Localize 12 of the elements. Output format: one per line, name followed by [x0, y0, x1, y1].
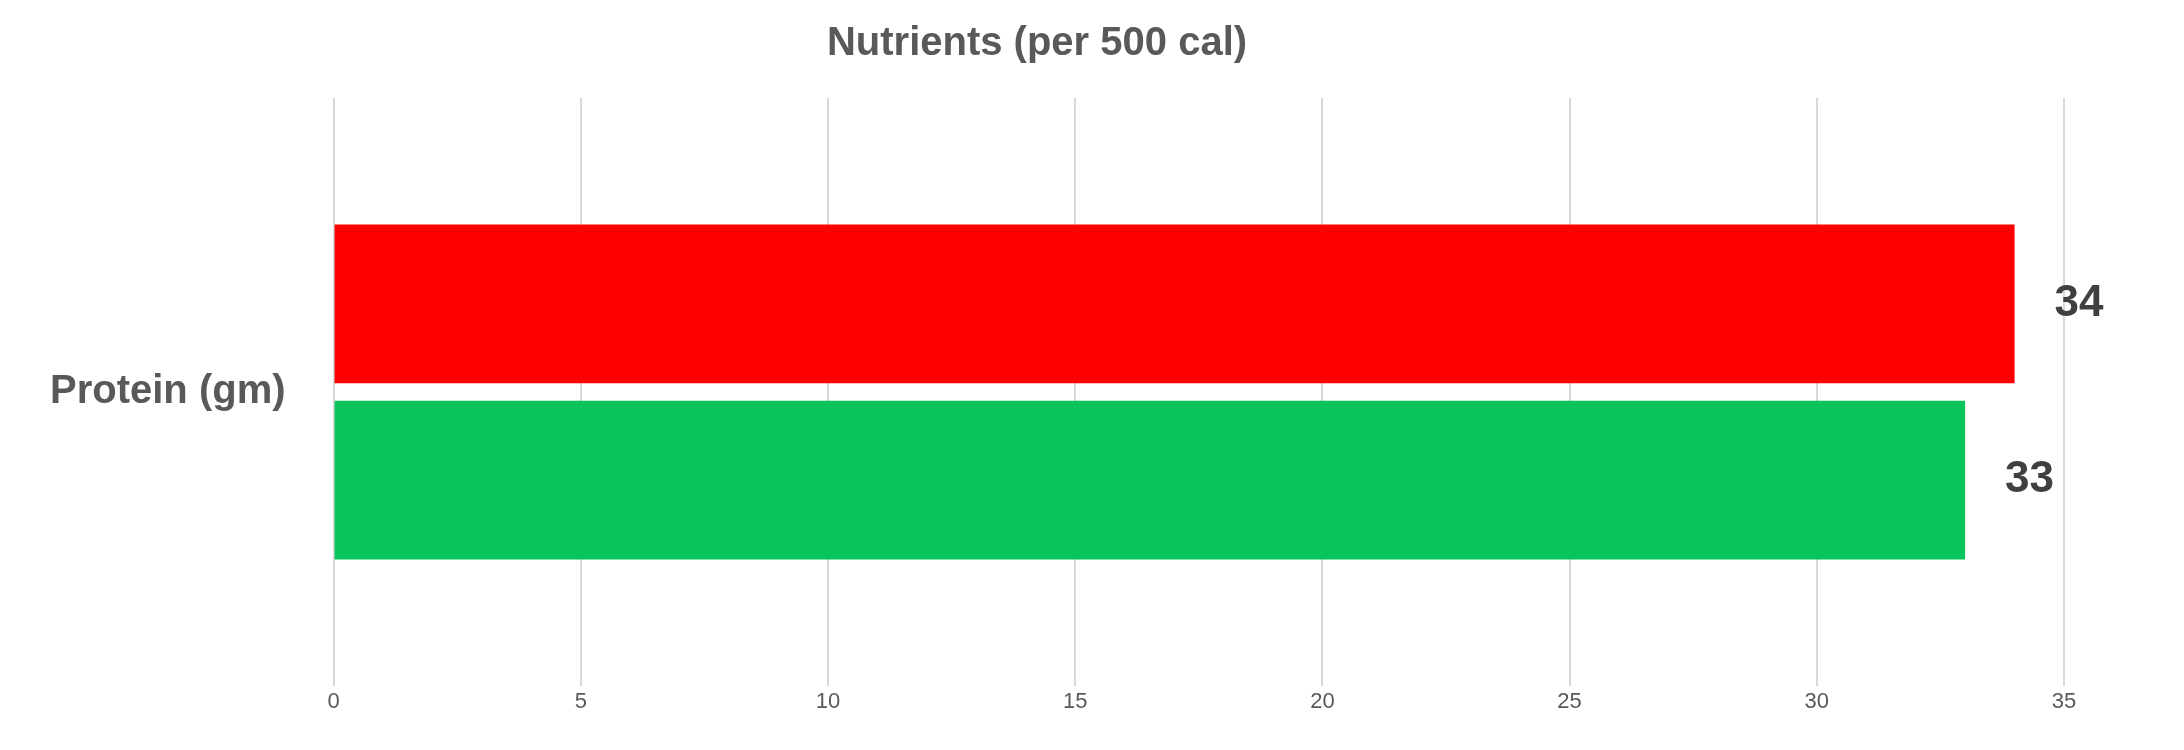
x-tick-label: 25 — [1557, 688, 1582, 714]
x-tick-label: 10 — [815, 688, 841, 714]
x-tick-label: 20 — [1310, 688, 1335, 714]
chart-title: Nutrients (per 500 cal) — [826, 19, 1248, 64]
x-tick-label: 35 — [2051, 688, 2077, 714]
x-tick-label: 0 — [327, 688, 340, 714]
x-tick-label: 30 — [1804, 688, 1830, 714]
data-label: 33 — [2005, 452, 2055, 502]
y-tick-label: Protein (gm) — [50, 367, 286, 412]
data-label: 34 — [2054, 275, 2105, 325]
x-tick-label: 15 — [1062, 688, 1088, 714]
x-tick-label: 5 — [574, 688, 587, 714]
